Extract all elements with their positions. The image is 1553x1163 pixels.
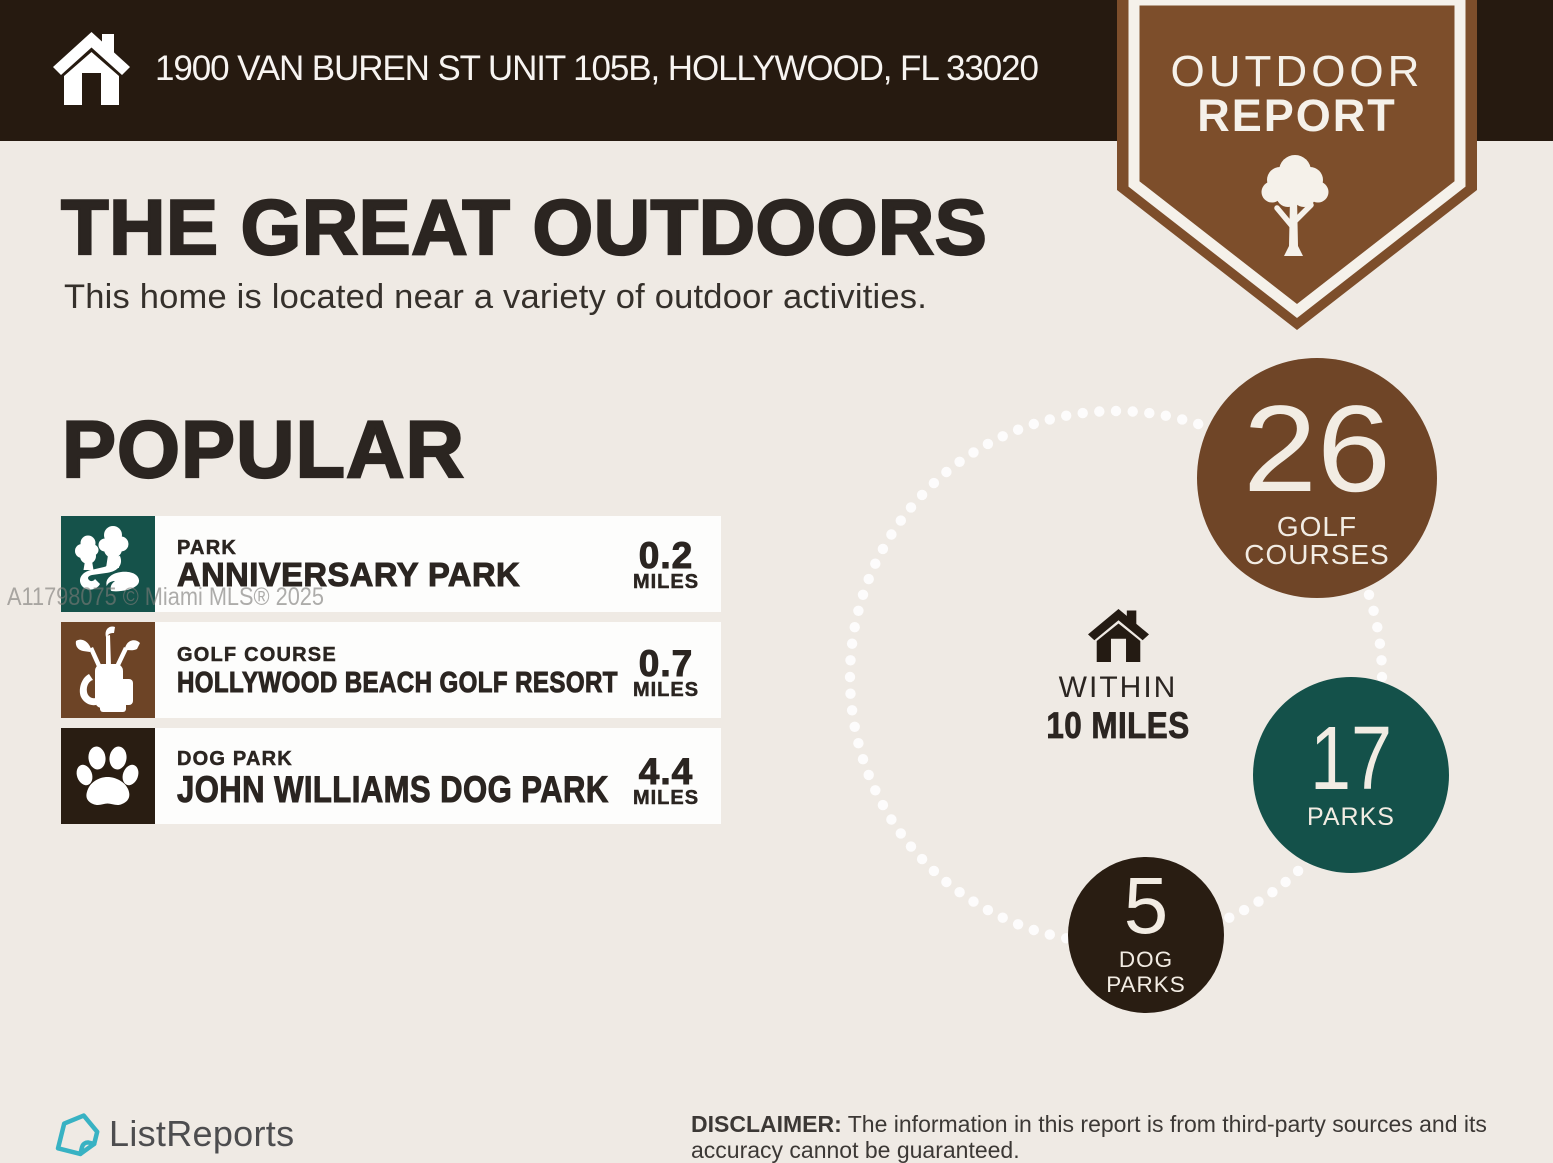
svg-text:REPORT: REPORT: [1197, 90, 1397, 141]
svg-text:OUTDOOR: OUTDOOR: [1171, 47, 1424, 96]
